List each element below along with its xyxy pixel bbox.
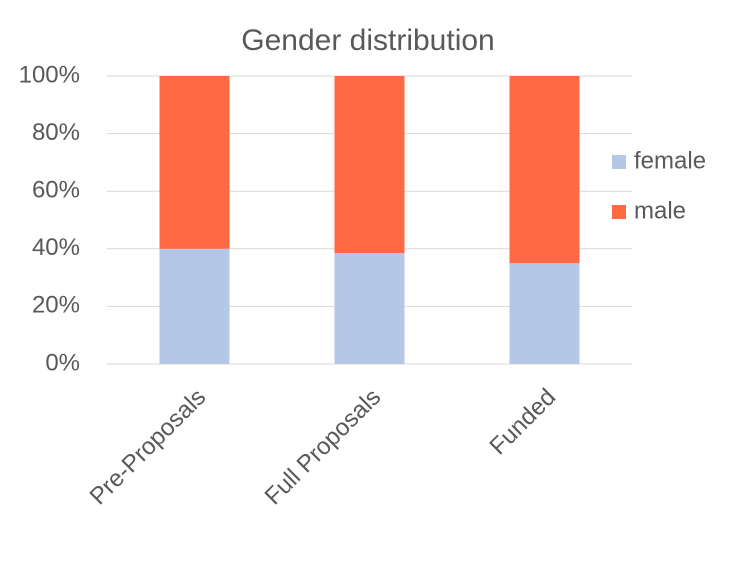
chart-title: Gender distribution bbox=[241, 24, 494, 57]
y-tick-label: 60% bbox=[32, 177, 80, 204]
y-tick-label: 0% bbox=[45, 349, 80, 376]
bar-segment bbox=[509, 263, 580, 364]
y-tick-label: 100% bbox=[19, 61, 80, 88]
legend-swatch bbox=[612, 155, 626, 169]
bar-segment bbox=[334, 253, 405, 364]
legend-label: male bbox=[634, 197, 686, 224]
x-tick-label: Pre-Proposals bbox=[85, 384, 212, 511]
legend-label: female bbox=[634, 147, 706, 174]
y-tick-label: 40% bbox=[32, 234, 80, 261]
y-tick-label: 20% bbox=[32, 292, 80, 319]
legend-swatch bbox=[612, 205, 626, 219]
bar-segment bbox=[159, 76, 230, 249]
y-tick-label: 80% bbox=[32, 119, 80, 146]
bar-segment bbox=[159, 248, 230, 364]
x-tick-label: Funded bbox=[485, 384, 562, 461]
bar-segment bbox=[509, 76, 580, 264]
x-tick-label: Full Proposals bbox=[260, 384, 387, 511]
bar-segment bbox=[334, 76, 405, 254]
